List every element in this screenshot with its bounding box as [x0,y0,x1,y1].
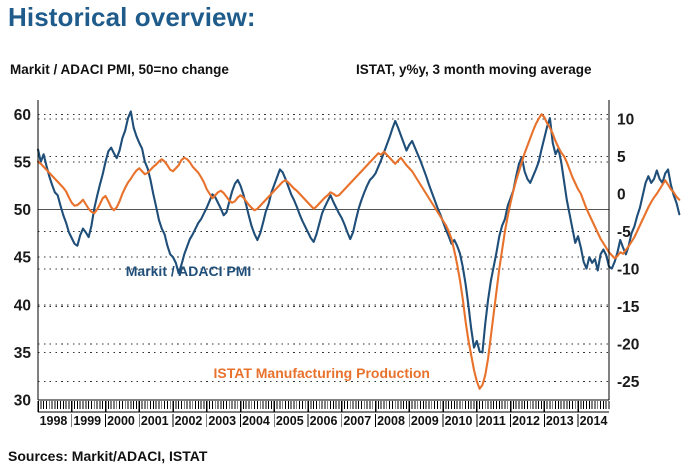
svg-text:2008: 2008 [377,414,405,428]
svg-text:2000: 2000 [107,414,135,428]
svg-text:50: 50 [14,202,31,219]
svg-text:2012: 2012 [512,414,540,428]
series-lines [36,110,681,390]
svg-text:45: 45 [14,250,32,267]
svg-text:40: 40 [14,297,31,314]
page-title: Historical overview: [8,2,256,32]
left-axis-ticks: 60 55 50 45 40 35 30 [14,107,32,410]
svg-text:1999: 1999 [73,414,101,428]
right-axis-ticks: 10 5 0 -5 -10 -15 -20 -25 [617,111,640,391]
svg-text:Markit / ADACI PMI: Markit / ADACI PMI [126,263,252,279]
svg-text:2010: 2010 [445,414,473,428]
series-annotations: Markit / ADACI PMI ISTAT Manufacturing Pr… [126,263,430,381]
svg-text:-5: -5 [617,224,631,241]
svg-text:2004: 2004 [242,414,270,428]
svg-text:2003: 2003 [208,414,236,428]
svg-text:2002: 2002 [175,414,203,428]
svg-text:60: 60 [14,107,31,124]
sources-note: Sources: Markit/ADACI, ISTAT [8,448,208,464]
left-axis-caption: Markit / ADACI PMI, 50=no change [10,62,229,77]
svg-text:-25: -25 [617,374,640,391]
right-axis-caption: ISTAT, y%y, 3 month moving average [356,62,592,77]
svg-text:1998: 1998 [40,414,68,428]
svg-text:10: 10 [617,111,634,128]
svg-text:2011: 2011 [479,414,506,428]
svg-text:-15: -15 [617,299,640,316]
svg-text:2013: 2013 [546,414,574,428]
svg-text:2005: 2005 [276,414,304,428]
svg-text:5: 5 [617,149,626,166]
svg-text:2007: 2007 [343,414,371,428]
svg-text:ISTAT Manufacturing Production: ISTAT Manufacturing Production [214,365,430,381]
svg-text:30: 30 [14,393,31,410]
svg-text:2001: 2001 [141,414,169,428]
svg-text:-20: -20 [617,336,639,353]
svg-text:2014: 2014 [580,414,608,428]
axis-frame [37,100,610,413]
chart-area: 60 55 50 45 40 35 30 10 5 0 -5 -10 -15 -20 -25 1998 19… [0,88,681,428]
svg-text:2009: 2009 [411,414,439,428]
gridlines [38,113,609,382]
svg-text:55: 55 [14,154,32,171]
x-axis-ticks [37,401,610,412]
svg-text:0: 0 [617,186,626,203]
svg-text:35: 35 [14,345,32,362]
svg-text:-10: -10 [617,261,639,278]
svg-text:2006: 2006 [310,414,338,428]
x-axis-labels: 1998 1999 2000 2001 2002 2003 2004 2005 2006 2007… [40,414,608,428]
